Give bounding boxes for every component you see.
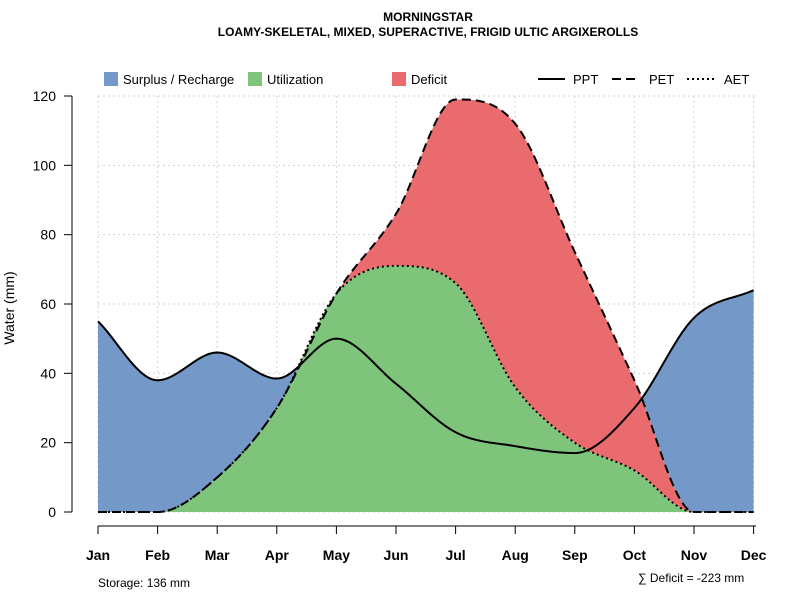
x-tick-label-may: May bbox=[323, 547, 350, 563]
x-tick-label-aug: Aug bbox=[502, 547, 529, 563]
line-layer bbox=[97, 98, 755, 513]
x-tick-label-dec: Dec bbox=[741, 547, 767, 563]
legend-label-0: Surplus / Recharge bbox=[123, 72, 234, 87]
legend-swatch-1 bbox=[248, 72, 262, 86]
chart-title: MORNINGSTAR bbox=[383, 10, 473, 24]
x-tick-label-jan: Jan bbox=[86, 547, 110, 563]
surplus-area bbox=[642, 290, 754, 512]
x-tick-label-jun: Jun bbox=[384, 547, 409, 563]
deficit-area bbox=[98, 99, 754, 512]
y-tick-label: 100 bbox=[33, 157, 57, 173]
legend-swatch-0 bbox=[104, 72, 118, 86]
series-line-aet bbox=[98, 264, 754, 513]
legend: Surplus / Recharge Utilization Deficit PPT P… bbox=[104, 72, 749, 87]
legend-label-aet: AET bbox=[724, 72, 749, 87]
y-axis-label: Water (mm) bbox=[1, 271, 17, 344]
utilization-area bbox=[98, 265, 754, 512]
x-tick-label-feb: Feb bbox=[145, 547, 170, 563]
x-tick-label-oct: Oct bbox=[623, 547, 647, 563]
legend-label-ppt: PPT bbox=[573, 72, 598, 87]
storage-annotation: Storage: 136 mm bbox=[98, 576, 190, 590]
x-tick-label-apr: Apr bbox=[265, 547, 290, 563]
x-tick-label-nov: Nov bbox=[681, 547, 708, 563]
y-tick-label: 60 bbox=[40, 296, 56, 312]
y-tick-label: 80 bbox=[40, 227, 56, 243]
legend-label-2: Deficit bbox=[411, 72, 448, 87]
legend-swatch-2 bbox=[392, 72, 406, 86]
y-tick-label: 120 bbox=[33, 88, 57, 104]
series-line-ppt bbox=[97, 289, 755, 455]
area-layer bbox=[98, 99, 754, 512]
chart-subtitle: LOAMY-SKELETAL, MIXED, SUPERACTIVE, FRIG… bbox=[218, 25, 638, 39]
y-tick-label: 40 bbox=[40, 365, 56, 381]
x-tick-label-mar: Mar bbox=[205, 547, 230, 563]
legend-label-pet: PET bbox=[649, 72, 674, 87]
x-tick-label-jul: Jul bbox=[445, 547, 465, 563]
x-tick-label-sep: Sep bbox=[562, 547, 588, 563]
y-tick-label: 20 bbox=[40, 435, 56, 451]
deficit-annotation: ∑ Deficit = -223 mm bbox=[638, 571, 744, 585]
surplus-area bbox=[98, 321, 299, 512]
axis-layer: 0 20 40 60 80 100 120 Jan Feb Mar Apr May Jun Jul Aug S… bbox=[33, 88, 767, 563]
legend-label-1: Utilization bbox=[267, 72, 323, 87]
y-tick-label: 0 bbox=[48, 504, 56, 520]
